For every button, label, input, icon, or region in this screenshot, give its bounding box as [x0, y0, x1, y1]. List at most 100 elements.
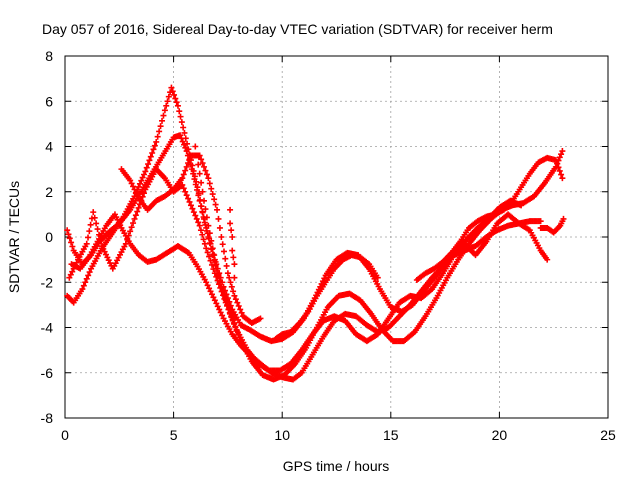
data-point — [218, 283, 225, 290]
data-point — [197, 227, 204, 234]
data-point — [558, 171, 565, 178]
data-point — [82, 279, 89, 286]
data-point — [190, 170, 197, 177]
x-tick-label: 15 — [383, 427, 399, 443]
data-point — [202, 167, 209, 174]
data-point — [228, 283, 235, 290]
y-tick-label: 8 — [45, 48, 53, 64]
data-point — [215, 271, 222, 278]
data-point — [182, 144, 189, 151]
data-point — [192, 143, 199, 150]
data-point — [207, 288, 214, 295]
data-point — [179, 181, 186, 188]
y-axis-label: SDTVAR / TECUs — [6, 181, 22, 293]
series-track-10 — [537, 215, 567, 236]
data-point — [194, 186, 201, 193]
data-point — [86, 269, 93, 276]
data-point — [150, 146, 157, 153]
data-point — [161, 107, 168, 114]
data-point — [537, 218, 544, 225]
data-point — [80, 282, 87, 289]
data-point — [228, 227, 235, 234]
data-point — [192, 212, 199, 219]
data-point — [227, 206, 234, 213]
data-point — [171, 91, 178, 98]
x-tick-label: 20 — [492, 427, 508, 443]
data-point — [185, 195, 192, 202]
series-track-4 — [118, 152, 264, 326]
chart-title: Day 057 of 2016, Sidereal Day-to-day VTE… — [42, 21, 553, 37]
data-point — [174, 102, 181, 109]
data-point — [196, 222, 203, 229]
data-point — [186, 198, 193, 205]
data-point — [212, 258, 219, 265]
data-point — [185, 160, 192, 167]
data-point — [192, 181, 199, 188]
data-point — [204, 249, 211, 256]
data-point — [173, 99, 180, 106]
data-point — [204, 282, 211, 289]
data-point — [203, 245, 210, 252]
data-point — [127, 177, 134, 184]
data-point — [210, 294, 217, 301]
data-point — [130, 183, 137, 190]
data-point — [215, 215, 222, 222]
x-tick-label: 0 — [61, 427, 69, 443]
data-point — [79, 286, 86, 293]
x-axis-label: GPS time / hours — [283, 458, 390, 474]
data-point — [238, 309, 245, 316]
data-point — [558, 151, 565, 158]
data-point — [86, 228, 93, 235]
grid-lines — [65, 56, 608, 418]
data-point — [139, 193, 146, 200]
data-point — [136, 180, 143, 187]
data-point — [93, 220, 100, 227]
data-point — [202, 206, 209, 213]
data-point — [231, 261, 238, 268]
y-tick-label: 2 — [45, 184, 53, 200]
data-point — [226, 274, 233, 281]
data-point — [206, 230, 213, 237]
data-point — [198, 179, 205, 186]
data-point — [230, 288, 237, 295]
data-point — [142, 168, 149, 175]
data-point — [199, 188, 206, 195]
data-point — [196, 170, 203, 177]
data-point — [180, 171, 187, 178]
data-point — [193, 215, 200, 222]
data-point — [87, 221, 94, 228]
data-point — [201, 163, 208, 170]
data-point — [217, 309, 224, 316]
data-point — [165, 93, 172, 100]
data-point — [130, 220, 137, 227]
data-point — [559, 175, 566, 182]
data-point — [195, 161, 202, 168]
data-point — [128, 224, 135, 231]
data-point — [198, 156, 205, 163]
data-point — [232, 296, 239, 303]
data-point — [559, 148, 566, 155]
y-tick-label: -8 — [41, 410, 54, 426]
data-point — [183, 192, 190, 199]
data-point — [134, 192, 141, 199]
data-point — [83, 275, 90, 282]
data-point — [143, 164, 150, 171]
series-track-8 — [272, 252, 381, 342]
data-point — [211, 297, 218, 304]
data-point — [179, 175, 186, 182]
data-point — [206, 253, 213, 260]
data-point — [234, 299, 241, 306]
data-point — [208, 185, 215, 192]
data-point — [139, 174, 146, 181]
data-point — [220, 248, 227, 255]
data-point — [157, 123, 164, 130]
data-point — [178, 119, 185, 126]
data-point — [224, 270, 231, 277]
series-track-7 — [227, 206, 238, 281]
data-point — [209, 245, 216, 252]
data-point — [134, 208, 141, 215]
data-point — [184, 140, 191, 147]
data-point — [176, 108, 183, 115]
data-point — [85, 272, 92, 279]
data-point — [153, 138, 160, 145]
